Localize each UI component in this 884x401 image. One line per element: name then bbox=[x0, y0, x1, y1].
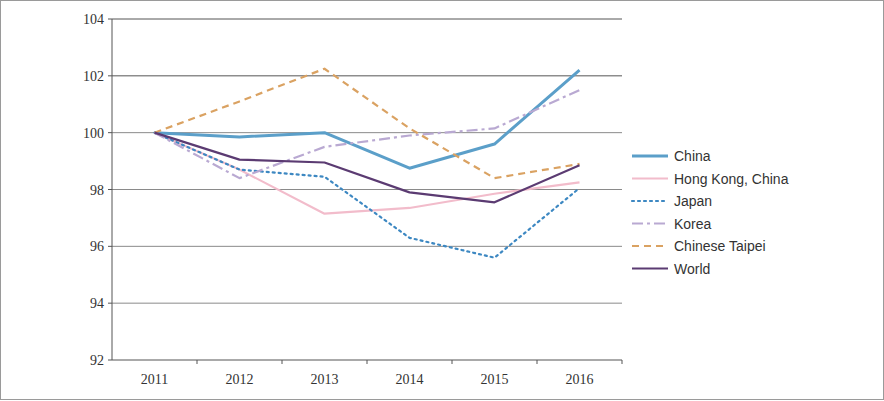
tick-label: 98 bbox=[90, 183, 104, 198]
tick-mark bbox=[537, 360, 538, 364]
legend-swatch bbox=[632, 222, 668, 224]
y-axis bbox=[112, 19, 113, 360]
legend-label: World bbox=[674, 261, 710, 277]
legend-swatch bbox=[632, 155, 668, 158]
legend-swatch bbox=[632, 245, 668, 247]
tick-label: 2016 bbox=[566, 372, 594, 387]
grid-line bbox=[112, 75, 622, 76]
tick-label: 96 bbox=[90, 239, 104, 254]
tick-label: 2013 bbox=[311, 372, 339, 387]
legend-label: Korea bbox=[674, 216, 712, 232]
tick-label: 2011 bbox=[141, 372, 168, 387]
tick-label: 92 bbox=[90, 353, 104, 368]
tick-mark bbox=[108, 132, 112, 133]
series-line bbox=[155, 90, 580, 178]
legend-swatch bbox=[632, 177, 668, 179]
grid-line bbox=[112, 303, 622, 304]
grid-line bbox=[112, 189, 622, 190]
tick-mark bbox=[282, 360, 283, 364]
series-line bbox=[155, 133, 580, 214]
tick-label: 102 bbox=[83, 69, 104, 84]
tick-label: 104 bbox=[83, 12, 104, 27]
tick-mark bbox=[108, 189, 112, 190]
grid-line bbox=[112, 19, 622, 20]
tick-mark bbox=[622, 360, 623, 364]
grid-line bbox=[112, 246, 622, 247]
tick-label: 2012 bbox=[226, 372, 254, 387]
legend-swatch bbox=[632, 200, 668, 202]
legend-label: Japan bbox=[674, 193, 712, 209]
legend-label: Chinese Taipei bbox=[674, 238, 766, 254]
chart: 92 94 96 98 100 102 104 2011 2012 2013 2014 2015 201… bbox=[0, 0, 884, 401]
tick-label: 100 bbox=[83, 126, 104, 141]
frame bbox=[1, 1, 884, 400]
tick-label: 2015 bbox=[481, 372, 509, 387]
legend-swatch bbox=[632, 267, 668, 269]
tick-mark bbox=[108, 360, 112, 361]
tick-mark bbox=[108, 246, 112, 247]
tick-label: 94 bbox=[90, 296, 104, 311]
legend-label: China bbox=[674, 148, 711, 164]
series-line bbox=[155, 133, 580, 258]
tick-mark bbox=[452, 360, 453, 364]
tick-mark bbox=[367, 360, 368, 364]
series-line bbox=[155, 69, 580, 178]
legend-label: Hong Kong, China bbox=[674, 171, 789, 187]
series-group bbox=[155, 69, 580, 258]
tick-mark bbox=[108, 75, 112, 76]
tick-mark bbox=[108, 303, 112, 304]
tick-label: 2014 bbox=[396, 372, 424, 387]
tick-mark bbox=[197, 360, 198, 364]
series-line bbox=[155, 133, 580, 203]
tick-mark bbox=[108, 19, 112, 20]
